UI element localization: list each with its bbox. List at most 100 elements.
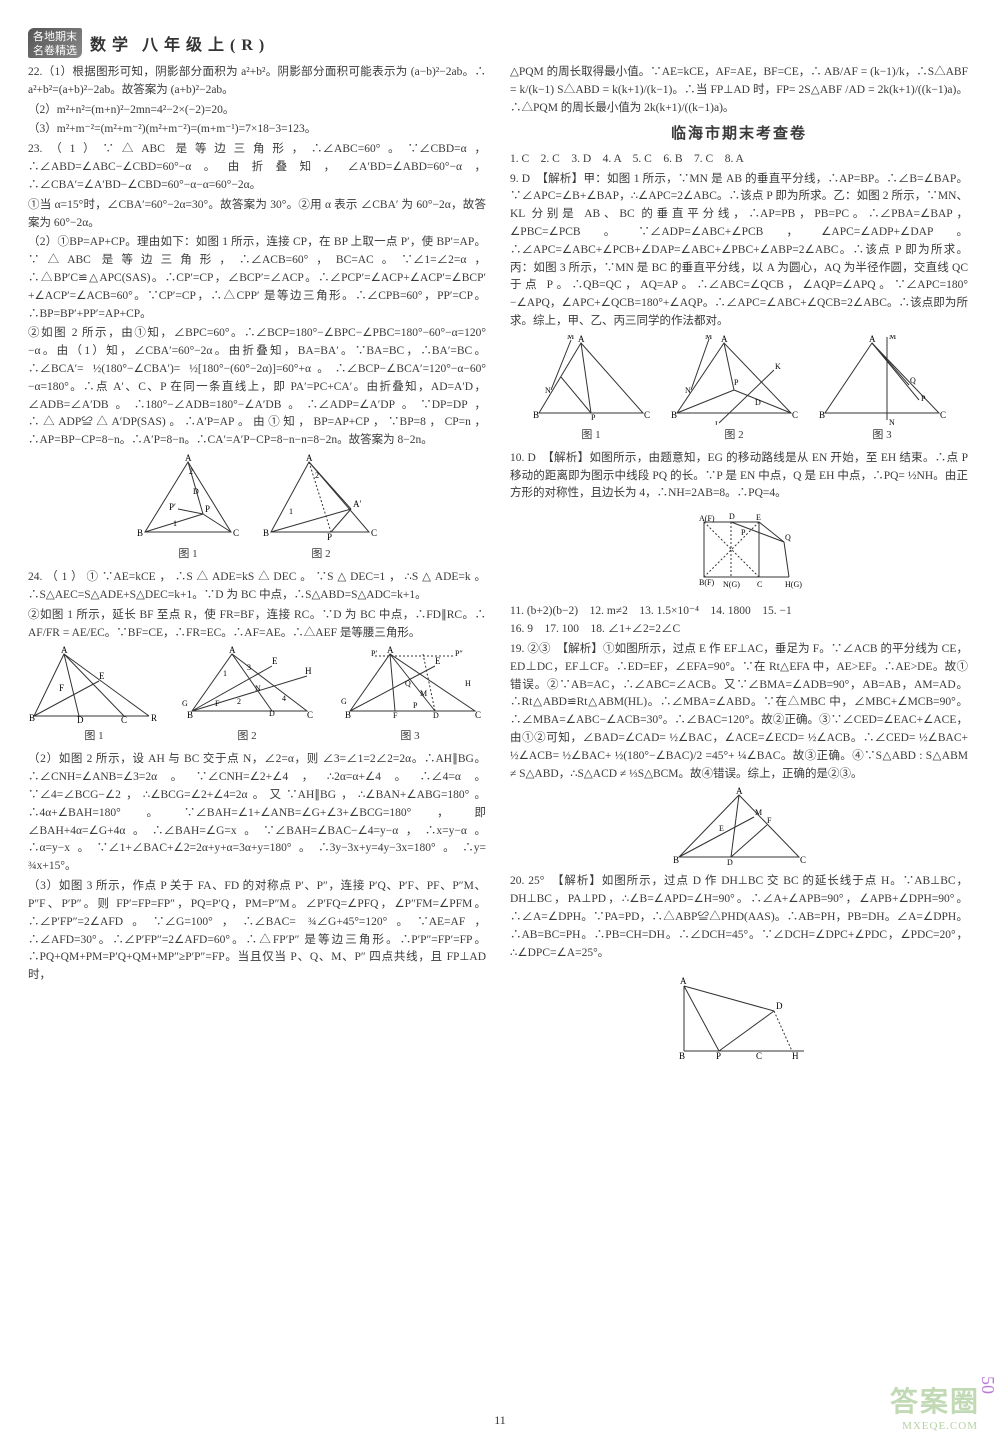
page-header: 各地期末 名卷精选 数学 八年级上(R) [28,28,972,58]
svg-text:C: C [121,715,127,725]
q24-4: （3）如图 3 所示，作点 P 关于 FA、FD 的对称点 P′、P″，连接 P… [28,878,486,985]
q22-3: （3）m²+m⁻²=(m²+m⁻²)(m²+m⁻²)=(m+m⁻¹)=7×18−… [28,121,486,139]
fig19-svg: A B C D M F E [669,787,809,867]
svg-text:A: A [306,454,313,463]
svg-text:B: B [819,410,825,420]
svg-text:A: A [229,646,236,655]
q24-figures: A B C R D E F 图 1 B A C [28,646,486,745]
svg-text:P: P [591,413,596,422]
fig9-1-caption: 图 1 [531,427,651,444]
svg-text:B: B [533,410,539,420]
fig23-2: A B C A′ P 1 2 图 2 [261,454,381,563]
svg-text:M: M [567,335,574,341]
svg-text:P′: P′ [169,502,176,512]
q20: 20. 25° 【解析】如图所示，过点 D 作 DH⊥BC 交 BC 的延长线于… [510,873,968,962]
svg-text:C: C [757,580,762,589]
svg-text:A: A [736,787,743,796]
svg-text:P: P [734,378,739,387]
svg-text:2: 2 [189,467,193,476]
svg-text:B: B [679,1051,685,1061]
q22-2: （2）m²+n²=(m+n)²−2mn=4²−2×(−2)=20。 [28,102,486,120]
series-logo: 各地期末 名卷精选 [28,28,82,58]
svg-text:Q: Q [405,679,411,688]
q19-figure: A B C D M F E [510,787,968,867]
fig20-svg: A B P C H D [664,966,814,1066]
svg-text:D: D [433,711,439,720]
svg-text:B: B [263,528,269,538]
left-column: 22.（1）根据图形可知，阴影部分面积为 a²+b²。阴影部分面积可能表示为 (… [28,64,486,1404]
svg-text:R: R [151,713,157,723]
svg-text:A: A [387,646,394,655]
svg-text:M: M [705,335,712,341]
svg-text:C: C [475,710,481,720]
svg-text:3: 3 [247,663,251,672]
svg-text:1: 1 [173,519,177,528]
svg-text:A′: A′ [353,499,361,509]
content-columns: 22.（1）根据图形可知，阴影部分面积为 a²+b²。阴影部分面积可能表示为 (… [28,64,972,1404]
q23-2: ①当 α=15°时，∠CBA′=60°−2α=30°。故答案为 30°。②用 α… [28,197,486,233]
svg-text:A: A [185,454,192,463]
fig24-3-caption: 图 3 [335,728,485,745]
watermark-text: 答案圈 [890,1380,980,1420]
svg-text:C: C [800,855,806,865]
svg-text:M: M [889,335,896,341]
svg-text:B: B [345,710,351,720]
svg-text:C: C [307,710,313,720]
grade-label: 八年级上(R) [142,31,270,55]
q9: 9. D 【解析】甲：如图 1 所示，∵MN 是 AB 的垂直平分线，∴AP=B… [510,171,968,331]
svg-text:P: P [413,701,418,710]
logo-line1: 各地期末 [32,30,78,44]
fig24-2: B A C E N H F G D 2 3 1 4 图 2 [177,646,317,745]
svg-text:L: L [715,420,720,425]
svg-text:F: F [215,699,220,708]
svg-text:D: D [755,398,761,407]
svg-text:P″: P″ [455,649,463,658]
fig9-2-caption: 图 2 [669,427,799,444]
svg-text:P: P [327,532,332,542]
q22-1: 22.（1）根据图形可知，阴影部分面积为 a²+b²。阴影部分面积可能表示为 (… [28,64,486,100]
svg-text:D: D [729,512,735,521]
cont-from-left: △PQM 的周长取得最小值。∵AE=kCE，AF=AE，BF=CE，∴ AB/A… [510,64,968,117]
svg-text:P: P [205,504,210,514]
svg-text:D: D [269,709,275,718]
fig23-1-caption: 图 1 [133,546,243,563]
page-number: 11 [494,1413,506,1428]
q10: 10. D 【解析】如图所示，由题意知，EG 的移动路线是从 EN 开始，至 E… [510,450,968,503]
svg-text:D: D [776,1001,783,1011]
svg-text:C: C [371,528,377,538]
q23-4: ②如图 2 所示，由①知，∠BPC=60°。∴∠BCP=180°−∠BPC−∠P… [28,325,486,450]
svg-text:E: E [435,656,441,666]
svg-text:H: H [305,666,312,676]
svg-text:P: P [741,528,746,537]
svg-text:A(F): A(F) [699,514,715,523]
svg-text:K: K [775,362,781,371]
svg-text:C: C [233,528,239,538]
svg-text:2: 2 [237,697,241,706]
svg-text:G: G [341,697,347,706]
svg-text:2: 2 [315,471,319,480]
subject-label: 数学 [90,31,134,55]
svg-text:F: F [59,683,64,693]
svg-text:C: C [940,410,946,420]
svg-text:4: 4 [282,694,286,703]
svg-text:A: A [721,335,728,344]
q20-figure: A B P C H D [510,966,968,1066]
section-title: 临海市期末考查卷 [510,123,968,146]
svg-text:E: E [756,513,761,522]
svg-text:B: B [673,855,679,865]
fig24-1-caption: 图 1 [29,728,159,745]
svg-text:M: M [420,689,427,698]
svg-text:N: N [685,386,691,395]
fig24-3: B A C P′ P″ E F D H G Q M P 图 3 [335,646,485,745]
svg-text:B(F): B(F) [699,578,714,587]
svg-text:H: H [792,1051,799,1061]
fig9-2: A B C P M N K L D 图 2 [669,335,799,444]
svg-text:A: A [680,976,687,986]
q10-figure: A(F) E D B(F) N(G) C Q H(G) P [510,507,968,597]
svg-text:C: C [792,410,798,420]
q19: 19. ②③ 【解析】①如图所示，过点 E 作 EF⊥AC，垂足为 F。∵∠AC… [510,641,968,784]
q24-1: 24.（1）①∵AE=kCE，∴S△ADE=kS△DEC。∵S△DEC=1，∴S… [28,569,486,605]
fig9-1: A B C M N P 图 1 [531,335,651,444]
q9-figures: A B C M N P 图 1 A B [510,335,968,444]
fig24-2-caption: 图 2 [177,728,317,745]
